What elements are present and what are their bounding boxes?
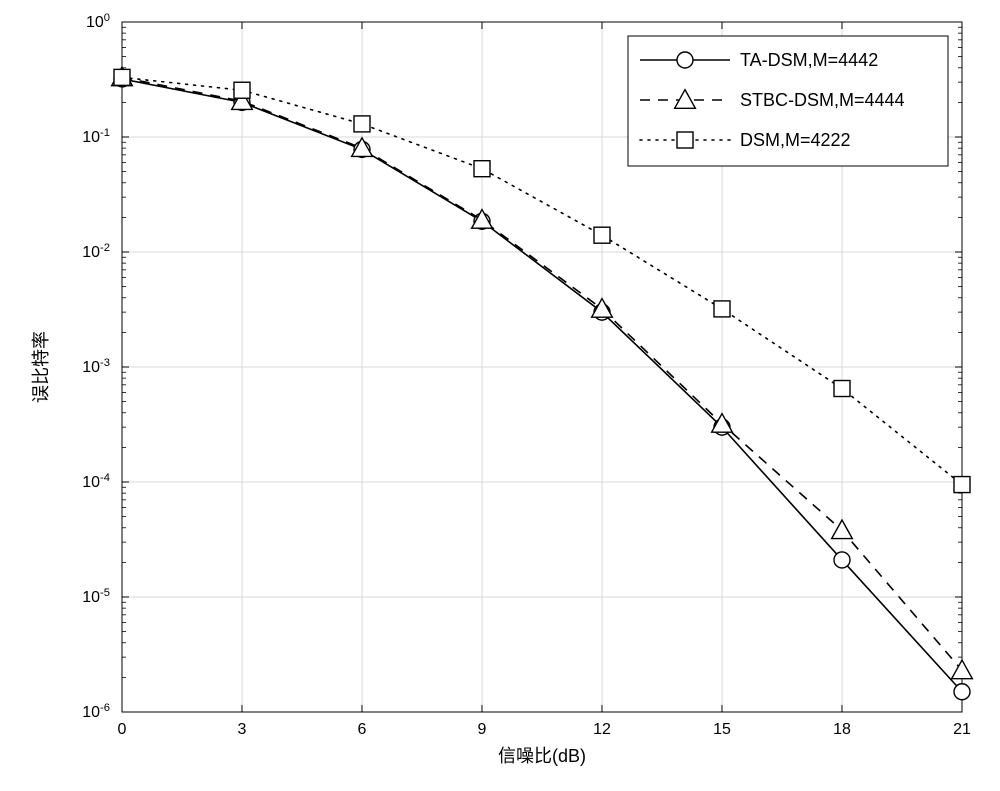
x-tick-label: 18 bbox=[833, 721, 851, 738]
y-tick-label: 10-2 bbox=[82, 242, 110, 261]
square-marker bbox=[677, 132, 693, 148]
legend: TA-DSM,M=4442 STBC-DSM,M=4444 DSM,M=4222 bbox=[628, 36, 948, 166]
square-marker bbox=[714, 301, 730, 317]
square-marker bbox=[954, 477, 970, 493]
triangle-marker bbox=[832, 520, 853, 539]
ber-vs-snr-chart: 0 3 6 9 12 15 18 21 10-6 10-5 10-4 10-3 10-2 10-1 100 信… bbox=[0, 0, 1000, 791]
x-tick-label: 12 bbox=[593, 721, 611, 738]
square-marker bbox=[474, 161, 490, 177]
x-tick-label: 3 bbox=[238, 721, 247, 738]
x-tick-label: 21 bbox=[953, 721, 971, 738]
square-marker bbox=[354, 116, 370, 132]
y-tick-label: 10-3 bbox=[82, 357, 110, 376]
y-tick-label: 100 bbox=[86, 12, 110, 31]
x-axis-label: 信噪比(dB) bbox=[498, 746, 586, 766]
square-marker bbox=[594, 227, 610, 243]
y-tick-label: 10-1 bbox=[82, 127, 110, 146]
y-tick-label: 10-6 bbox=[82, 702, 110, 721]
legend-label: DSM,M=4222 bbox=[740, 130, 851, 150]
circle-marker bbox=[954, 684, 970, 700]
y-tick-label: 10-5 bbox=[82, 587, 110, 606]
triangle-marker bbox=[952, 660, 973, 679]
legend-label: STBC-DSM,M=4444 bbox=[740, 90, 905, 110]
circle-marker bbox=[834, 552, 850, 568]
circle-marker bbox=[677, 52, 693, 68]
x-tick-label: 6 bbox=[358, 721, 367, 738]
y-tick-label: 10-4 bbox=[82, 472, 110, 491]
square-marker bbox=[834, 381, 850, 397]
x-tick-label: 0 bbox=[118, 721, 127, 738]
legend-label: TA-DSM,M=4442 bbox=[740, 50, 878, 70]
y-axis-label: 误比特率 bbox=[31, 331, 51, 403]
square-marker bbox=[114, 69, 130, 85]
x-tick-label: 9 bbox=[478, 721, 487, 738]
x-tick-label: 15 bbox=[713, 721, 731, 738]
square-marker bbox=[234, 82, 250, 98]
